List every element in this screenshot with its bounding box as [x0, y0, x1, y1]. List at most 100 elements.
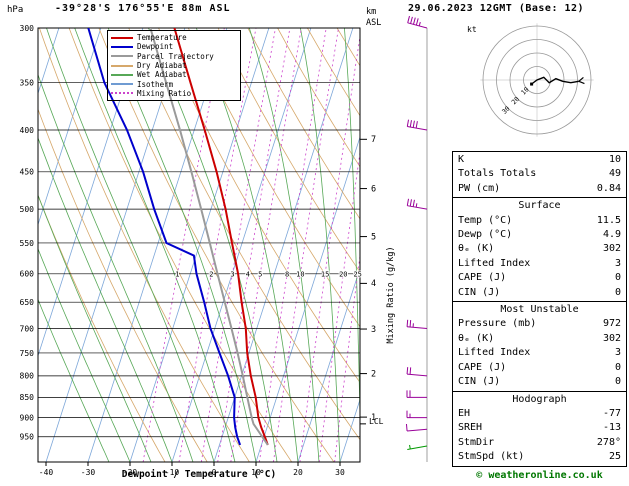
mixing-ratio-labels: 1 2 3 4 5 8 10 15 20 25: [174, 269, 363, 279]
svg-text:4: 4: [371, 279, 376, 289]
stat-label: PW (cm): [458, 182, 501, 194]
svg-text:4: 4: [246, 270, 250, 278]
stat-value: 10: [608, 154, 621, 165]
stat-value: 302: [602, 243, 621, 255]
svg-text:800: 800: [20, 372, 35, 381]
stat-label: θₑ (K): [458, 243, 495, 255]
stat-label: CAPE (J): [458, 361, 507, 373]
temperature-line: [173, 28, 269, 446]
stat-value: -13: [602, 422, 621, 434]
x-axis-label: Dewpoint / Temperature (°C): [121, 469, 277, 480]
svg-text:3: 3: [230, 270, 234, 278]
stat-value: 0: [614, 361, 621, 373]
pressure-axis-unit: hPa: [7, 5, 24, 15]
svg-text:6: 6: [371, 184, 376, 194]
stat-row: θₑ (K) 302: [453, 242, 626, 256]
stat-row: Totals Totals 49: [453, 167, 626, 181]
lcl-marker-label: LCL: [369, 417, 384, 426]
stat-row: θₑ (K) 302: [453, 332, 626, 346]
svg-text:20: 20: [510, 95, 521, 106]
hodograph-trace: [530, 76, 585, 86]
svg-text:0: 0: [212, 468, 217, 477]
svg-text:700: 700: [20, 324, 35, 333]
legend-item: Wet Adiabat: [111, 70, 237, 79]
stats-hodograph-box: Hodograph EH -77 SREH -13 StmDir 278° StmSp…: [452, 390, 627, 467]
legend-swatch-dry-adiabat: [111, 64, 133, 67]
stat-value: 278°: [596, 436, 621, 448]
svg-text:-30: -30: [81, 468, 96, 477]
stat-label: Dewp (°C): [458, 229, 513, 241]
svg-text:25: 25: [353, 270, 361, 278]
svg-text:450: 450: [20, 168, 35, 177]
stat-row: EH -77: [453, 407, 626, 421]
legend-swatch-dewpoint: [111, 45, 133, 48]
altitude-axis-unit-asl: ASL: [366, 18, 382, 28]
stat-label: Totals Totals: [458, 168, 537, 180]
svg-text:600: 600: [20, 270, 35, 279]
svg-text:500: 500: [20, 205, 35, 214]
stat-value: 11.5: [596, 214, 621, 226]
svg-text:30: 30: [335, 468, 345, 477]
stat-row: SREH -13: [453, 421, 626, 435]
legend: Temperature Dewpoint Parcel Trajectory D…: [107, 30, 241, 102]
stat-value: 25: [608, 451, 621, 463]
stat-label: Lifted Index: [458, 347, 531, 359]
stat-row: Pressure (mb) 972: [453, 317, 626, 331]
svg-text:10: 10: [251, 468, 261, 477]
stat-value: 0.84: [596, 182, 621, 194]
stat-label: CIN (J): [458, 286, 501, 298]
legend-swatch-temperature: [111, 36, 133, 39]
stat-row: StmSpd (kt) 25: [453, 450, 626, 464]
legend-item-label: Dewpoint: [137, 42, 174, 52]
svg-text:750: 750: [20, 349, 35, 358]
svg-text:7: 7: [371, 135, 376, 145]
stat-row: PW (cm) 0.84: [453, 182, 626, 196]
stat-row: Temp (°C) 11.5: [453, 214, 626, 228]
isotherms: [38, 28, 360, 462]
stat-row: Lifted Index 3: [453, 257, 626, 271]
stat-row: Dewp (°C) 4.9: [453, 228, 626, 242]
svg-text:650: 650: [20, 298, 35, 307]
svg-text:950: 950: [20, 433, 35, 442]
stat-value: 3: [614, 347, 621, 359]
stat-label: Lifted Index: [458, 257, 531, 269]
legend-swatch-parcel: [111, 55, 133, 58]
stat-label: θₑ (K): [458, 332, 495, 344]
stat-value: 4.9: [602, 229, 621, 241]
svg-text:-20: -20: [123, 468, 138, 477]
svg-text:850: 850: [20, 393, 35, 402]
svg-text:1: 1: [371, 413, 376, 423]
svg-text:5: 5: [258, 270, 262, 278]
stats-section-title: Most Unstable: [500, 304, 579, 316]
legend-swatch-isotherm: [111, 83, 133, 86]
stat-label: K: [458, 154, 465, 165]
legend-item-label: Temperature: [137, 33, 187, 43]
stat-row: CAPE (J) 0: [453, 361, 626, 375]
stat-label: StmDir: [458, 436, 495, 448]
parcel-trajectory-line: [149, 28, 269, 446]
legend-item-label: Dry Adiabat: [137, 61, 187, 71]
svg-text:3: 3: [371, 325, 376, 335]
legend-item-label: Mixing Ratio: [137, 88, 192, 98]
legend-item-label: Wet Adiabat: [137, 70, 187, 80]
stat-label: StmSpd (kt): [458, 451, 525, 463]
svg-text:10: 10: [519, 85, 530, 96]
svg-text:350: 350: [20, 78, 35, 87]
stat-row: StmDir 278°: [453, 436, 626, 450]
stat-value: 0: [614, 272, 621, 284]
stats-general-box: K 10 Totals Totals 49 PW (cm) 0.84: [452, 151, 627, 199]
axis-ticks-labels: 3003504004505005506006507007508008509009…: [20, 24, 345, 477]
stats-section-title: Hodograph: [512, 393, 567, 405]
svg-text:400: 400: [20, 126, 35, 135]
mixing-ratio-axis-label: Mixing Ratio (g/kg): [386, 246, 396, 344]
stat-value: 49: [608, 168, 621, 180]
stat-row: CIN (J) 0: [453, 286, 626, 300]
svg-text:10: 10: [296, 270, 304, 278]
stat-row: CAPE (J) 0: [453, 271, 626, 285]
stat-value: 0: [614, 286, 621, 298]
svg-text:-40: -40: [39, 468, 54, 477]
stat-row: CIN (J) 0: [453, 375, 626, 389]
legend-item: Temperature: [111, 33, 237, 42]
svg-text:550: 550: [20, 239, 35, 248]
